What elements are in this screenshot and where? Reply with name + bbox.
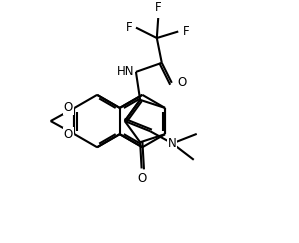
Text: F: F [182, 25, 189, 38]
Text: O: O [64, 102, 73, 114]
Text: O: O [137, 172, 146, 185]
Text: N: N [168, 137, 177, 150]
Text: O: O [177, 76, 186, 89]
Text: O: O [64, 128, 73, 141]
Text: HN: HN [117, 65, 135, 78]
Text: F: F [155, 1, 162, 14]
Text: F: F [126, 21, 132, 34]
